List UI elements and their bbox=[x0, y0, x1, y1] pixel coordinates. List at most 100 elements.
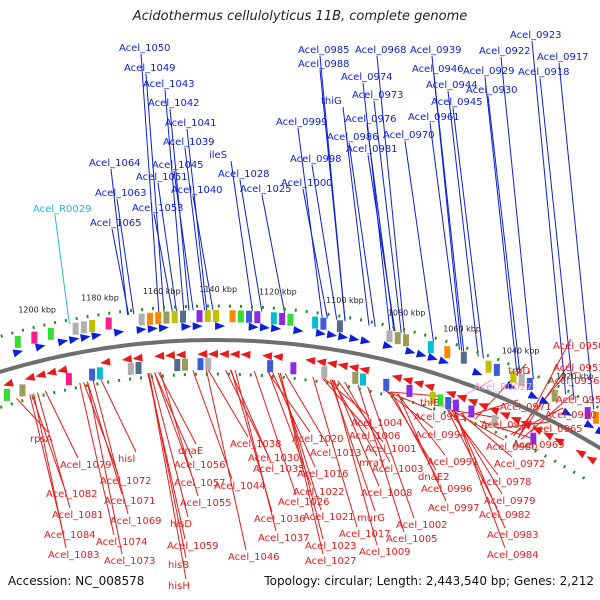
label-connector bbox=[513, 373, 567, 437]
outer-tick-ring bbox=[0, 304, 600, 411]
gene-label-top: Acel_1041 bbox=[165, 118, 217, 129]
gene-arrow bbox=[175, 350, 186, 359]
gene-arrow bbox=[337, 332, 349, 341]
cog-block bbox=[530, 432, 537, 445]
gene-label-bottom: Acel_0957 bbox=[556, 395, 600, 406]
cog-block bbox=[460, 351, 467, 364]
gene-label-top: Acel_1049 bbox=[124, 63, 176, 74]
gene-label-top: Acel_1040 bbox=[171, 185, 223, 196]
gene-arrow bbox=[91, 332, 102, 341]
gene-label-top: ileS bbox=[209, 150, 227, 161]
gene-label-bottom: Acel_1013 bbox=[310, 448, 362, 459]
gene-label-top: Acel_0988 bbox=[298, 59, 350, 70]
cog-block bbox=[196, 310, 203, 323]
label-connector bbox=[261, 194, 286, 314]
cog-block bbox=[204, 310, 211, 323]
label-connector bbox=[452, 107, 484, 359]
label-connector bbox=[531, 40, 567, 395]
cog-block bbox=[584, 407, 591, 420]
gene-arrow bbox=[527, 391, 539, 399]
label-connector bbox=[397, 393, 447, 502]
gene-label-bottom: Acel_1005 bbox=[386, 534, 438, 545]
gene-arrow bbox=[270, 324, 282, 333]
label-connector bbox=[431, 55, 463, 351]
gene-label-bottom: Acel_0991 bbox=[427, 457, 479, 468]
gene-label-top: Acel_0946 bbox=[412, 64, 464, 75]
gene-label-bottom: hisH bbox=[168, 581, 190, 592]
gene-label-bottom: Acel_0950 bbox=[553, 341, 600, 352]
gene-label-top: Acel_1045 bbox=[152, 160, 204, 171]
label-connector bbox=[164, 89, 185, 311]
cog-block bbox=[592, 411, 599, 424]
inner-tick-ring bbox=[0, 372, 591, 484]
label-connector bbox=[558, 62, 595, 410]
cog-block bbox=[254, 311, 261, 324]
gene-arrow bbox=[12, 349, 24, 358]
gene-label-top: Acel_0985 bbox=[298, 45, 350, 56]
label-connector bbox=[205, 369, 247, 551]
label-connector bbox=[37, 392, 71, 509]
label-connector bbox=[234, 370, 277, 532]
gene-arrow bbox=[427, 352, 438, 361]
label-connector bbox=[404, 140, 435, 342]
gene-label-bottom: Acel_1083 bbox=[48, 550, 100, 561]
gene-label-top: Acel_R0029 bbox=[33, 204, 92, 215]
label-connector bbox=[229, 369, 272, 463]
label-connector bbox=[153, 213, 173, 312]
gene-arrow bbox=[132, 353, 143, 362]
gene-label-top: Acel_1039 bbox=[163, 137, 215, 148]
gene-label-top: Acel_1028 bbox=[218, 169, 270, 180]
gene-label-bottom: Acel_0971 bbox=[500, 402, 552, 413]
gene-label-bottom: Acel_0997 bbox=[428, 503, 480, 514]
label-connector bbox=[297, 127, 323, 318]
gene-label-bottom: dnaE2 bbox=[418, 472, 450, 483]
cog-block bbox=[205, 358, 212, 371]
gene-arrow bbox=[0, 357, 1, 358]
gene-label-bottom: hisB bbox=[168, 560, 189, 571]
label-connector bbox=[319, 55, 346, 322]
gene-arrow bbox=[35, 343, 46, 352]
feature-tracks bbox=[0, 310, 600, 465]
label-connector bbox=[453, 410, 505, 441]
gene-label-bottom: murG bbox=[357, 513, 385, 524]
gene-arrow bbox=[80, 334, 91, 342]
cog-block bbox=[179, 310, 186, 323]
gene-label-bottom: Acel_1079 bbox=[60, 460, 112, 471]
label-connector bbox=[302, 188, 328, 319]
label-connector bbox=[44, 390, 79, 459]
cog-block bbox=[320, 317, 327, 330]
gene-label-bottom: Acel_1071 bbox=[104, 496, 156, 507]
gene-label-bottom: Acel_1084 bbox=[44, 530, 96, 541]
gene-label-top: Acel_1042 bbox=[148, 98, 200, 109]
label-connector bbox=[474, 363, 527, 420]
gene-arrow bbox=[208, 350, 218, 358]
gene-label-bottom: Acel_1038 bbox=[230, 439, 282, 450]
gene-label-bottom: Acel_1016 bbox=[297, 469, 349, 480]
gene-label-bottom: Acel_0978 bbox=[480, 477, 532, 488]
label-connector bbox=[487, 95, 521, 373]
gene-label-bottom: Acel_1057 bbox=[174, 478, 226, 489]
label-connector bbox=[267, 371, 311, 433]
label-connector bbox=[140, 53, 160, 313]
cog-block bbox=[491, 414, 498, 427]
scale-tick-label: 1120 kbp bbox=[259, 288, 297, 297]
gene-label-bottom: Acel_0965 bbox=[531, 424, 583, 435]
label-connector bbox=[173, 170, 194, 311]
gene-arrow bbox=[3, 378, 14, 387]
cog-block bbox=[551, 389, 558, 402]
cog-block bbox=[445, 397, 452, 410]
cog-block bbox=[229, 310, 236, 323]
scale-tick-label: 1160 kbp bbox=[143, 287, 181, 296]
cog-block bbox=[31, 331, 38, 344]
label-connector bbox=[376, 55, 405, 334]
gene-arrow bbox=[158, 324, 169, 333]
gene-arrow bbox=[359, 366, 370, 375]
gene-label-bottom: Acel_0972 bbox=[494, 459, 546, 470]
cog-block bbox=[383, 378, 390, 391]
gene-label-bottom: Acel_0984 bbox=[487, 550, 539, 561]
cog-block bbox=[287, 313, 294, 326]
gene-label-top: Acel_1051 bbox=[136, 172, 188, 183]
label-connector bbox=[169, 108, 190, 311]
gene-label-bottom: Acel_0960 bbox=[545, 410, 597, 421]
gene-label-top: Acel_0923 bbox=[510, 30, 562, 41]
